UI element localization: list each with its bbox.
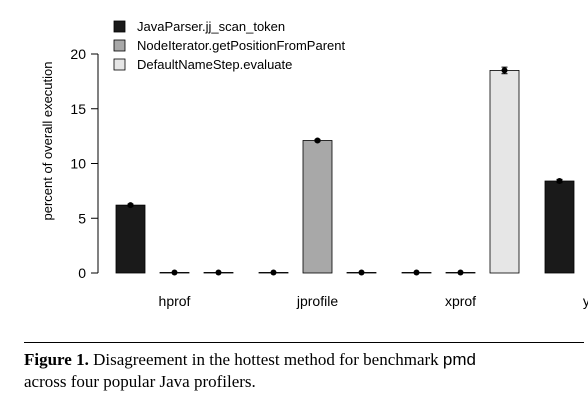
y-tick-label: 5	[78, 210, 86, 226]
mean-point	[127, 202, 134, 209]
caption-text-after: across four popular Java profilers.	[24, 372, 256, 391]
y-tick-label: 10	[70, 156, 86, 172]
legend: JavaParser.jj_scan_token NodeIterator.get…	[113, 19, 345, 72]
y-axis: 0 5 10 15 20	[70, 46, 99, 281]
legend-swatch	[113, 58, 126, 71]
chart: 0 5 10 15 20 percent of overall execution hp…	[40, 19, 588, 309]
figure-caption: Figure 1. Disagreement in the hottest me…	[24, 349, 586, 393]
caption-benchmark: pmd	[442, 350, 476, 369]
mean-point	[413, 269, 420, 276]
legend-swatch	[113, 20, 126, 33]
legend-label: NodeIterator.getPositionFromParent	[137, 38, 345, 53]
x-category-labels: hprof jprofile xprof yourkit	[159, 293, 588, 309]
caption-rule	[24, 342, 584, 343]
bar	[544, 180, 575, 274]
legend-swatch	[113, 39, 126, 52]
bar	[115, 204, 146, 274]
mean-point	[171, 269, 178, 276]
y-tick-label: 15	[70, 101, 86, 117]
mean-point	[358, 269, 365, 276]
bar	[302, 140, 333, 274]
x-category-label: jprofile	[296, 293, 338, 309]
x-category-label: xprof	[445, 293, 476, 309]
caption-text-before: Disagreement in the hottest method for b…	[93, 350, 443, 369]
bars	[115, 70, 575, 274]
x-category-label: hprof	[159, 293, 191, 309]
mean-point	[501, 67, 508, 74]
legend-label: DefaultNameStep.evaluate	[137, 57, 292, 72]
x-category-label: yourkit	[583, 293, 588, 309]
caption-label: Figure 1.	[24, 350, 89, 369]
legend-label: JavaParser.jj_scan_token	[137, 19, 285, 34]
mean-point	[215, 269, 222, 276]
mean-point	[457, 269, 464, 276]
y-tick-label: 0	[78, 265, 86, 281]
y-tick-label: 20	[70, 46, 86, 62]
mean-point	[556, 178, 563, 185]
bar	[489, 70, 520, 274]
mean-point	[314, 137, 321, 144]
y-axis-label: percent of overall execution	[40, 62, 55, 221]
mean-point	[270, 269, 277, 276]
error-bars	[127, 66, 563, 276]
